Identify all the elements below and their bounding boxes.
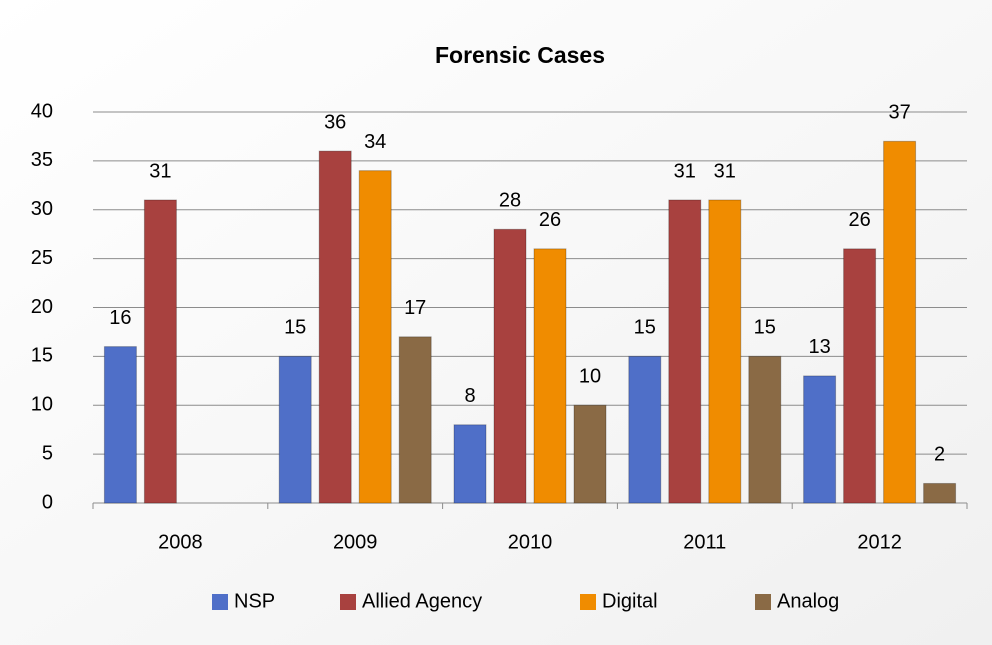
data-label: 31 [149, 160, 171, 182]
data-label: 37 [888, 102, 910, 124]
data-label: 28 [499, 190, 521, 212]
bar [453, 424, 487, 504]
data-label: 15 [754, 317, 776, 339]
legend-label: Allied Agency [362, 590, 482, 612]
bar [278, 355, 312, 504]
data-label: 2 [934, 444, 945, 466]
data-label: 13 [808, 336, 830, 358]
y-tick-label: 20 [31, 296, 53, 318]
y-tick-label: 15 [31, 345, 53, 367]
bar [493, 228, 527, 504]
legend-label: Digital [602, 590, 658, 612]
data-label: 15 [634, 317, 656, 339]
bar [628, 355, 662, 504]
bar [573, 404, 607, 504]
x-tick-label: 2009 [333, 531, 378, 553]
data-label: 34 [364, 131, 386, 153]
bar [103, 346, 137, 504]
bar [143, 199, 177, 504]
bar [398, 336, 432, 504]
bar [358, 170, 392, 504]
bar [843, 248, 877, 504]
y-tick-label: 35 [31, 149, 53, 171]
bar [883, 140, 917, 504]
legend-swatch [755, 594, 771, 610]
bar [708, 199, 742, 504]
bar [318, 150, 352, 504]
data-label: 31 [674, 160, 696, 182]
y-tick-label: 30 [31, 198, 53, 220]
bar [533, 248, 567, 504]
legend-label: Analog [777, 590, 839, 612]
chart-title: Forensic Cases [435, 42, 605, 68]
y-tick-label: 25 [31, 247, 53, 269]
data-label: 26 [848, 209, 870, 231]
data-label: 26 [539, 209, 561, 231]
y-tick-label: 40 [31, 100, 53, 122]
legend-swatch [212, 594, 228, 610]
data-label: 8 [464, 385, 475, 407]
data-label: 10 [579, 366, 601, 388]
legend-swatch [580, 594, 596, 610]
bar [748, 355, 782, 504]
bar [923, 482, 957, 504]
y-tick-label: 0 [42, 491, 53, 513]
data-label: 31 [714, 160, 736, 182]
y-tick-label: 10 [31, 394, 53, 416]
x-tick-label: 2012 [857, 531, 902, 553]
legend-label: NSP [234, 590, 275, 612]
bar [803, 375, 837, 504]
x-tick-label: 2008 [158, 531, 203, 553]
y-tick-label: 5 [42, 442, 53, 464]
data-label: 15 [284, 317, 306, 339]
bar [668, 199, 702, 504]
data-label: 36 [324, 111, 346, 133]
x-tick-label: 2011 [683, 531, 726, 553]
x-tick-label: 2010 [508, 531, 553, 553]
data-label: 16 [109, 307, 131, 329]
data-label: 17 [404, 297, 426, 319]
legend-swatch [340, 594, 356, 610]
